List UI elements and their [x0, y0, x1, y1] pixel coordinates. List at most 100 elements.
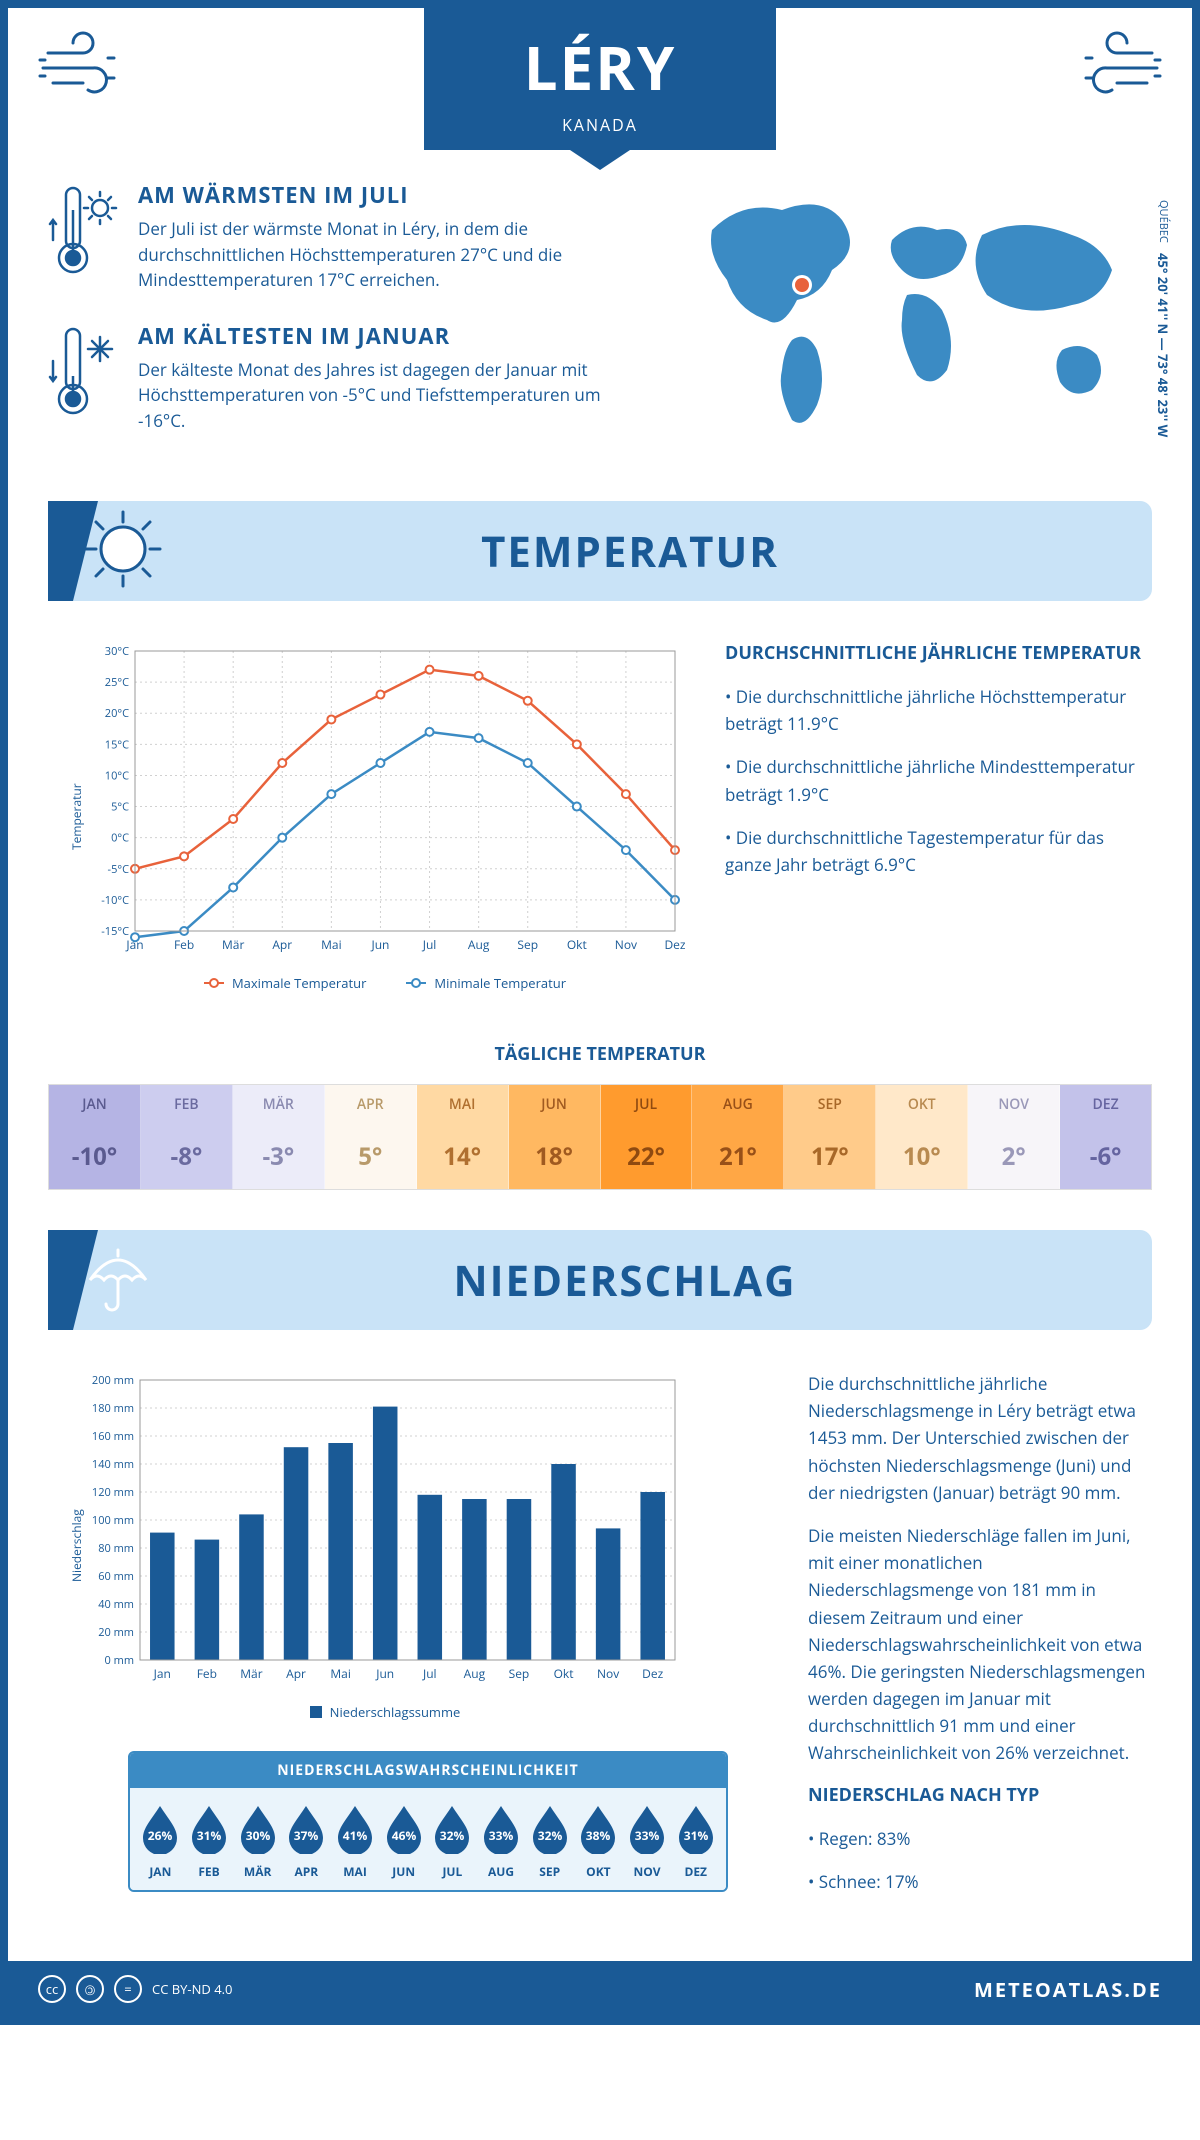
intro-section: AM WÄRMSTEN IM JULI Der Juli ist der wär…: [8, 150, 1192, 481]
precipitation-chart-row: Niederschlag 0 mm20 mm40 mm60 mm80 mm100…: [8, 1360, 1192, 1931]
svg-text:Mai: Mai: [321, 936, 342, 953]
svg-text:Sep: Sep: [509, 1665, 530, 1682]
svg-text:Aug: Aug: [468, 936, 490, 953]
svg-text:Apr: Apr: [286, 1665, 306, 1682]
temperature-summary: DURCHSCHNITTLICHE JÄHRLICHE TEMPERATUR •…: [725, 641, 1152, 992]
daily-temp-title: TÄGLICHE TEMPERATUR: [8, 1042, 1192, 1066]
svg-text:Nov: Nov: [597, 1665, 619, 1682]
license: cc 🄯 = CC BY-ND 4.0: [38, 1975, 232, 2003]
footer: cc 🄯 = CC BY-ND 4.0 METEOATLAS.DE: [8, 1961, 1192, 2017]
svg-text:32%: 32%: [537, 1827, 562, 1844]
svg-text:31%: 31%: [197, 1827, 222, 1844]
svg-text:Jun: Jun: [375, 1665, 394, 1682]
city-name: LÉRY: [524, 26, 677, 108]
probability-drop: 38% OKT: [574, 1802, 623, 1880]
svg-text:Jan: Jan: [153, 1665, 171, 1682]
svg-text:10°C: 10°C: [105, 768, 129, 783]
header: LÉRY KANADA: [8, 8, 1192, 150]
daily-temp-cell: DEZ-6°: [1060, 1085, 1151, 1189]
svg-text:31%: 31%: [683, 1827, 708, 1844]
probability-drop: 31% DEZ: [671, 1802, 720, 1880]
svg-text:41%: 41%: [343, 1827, 368, 1844]
svg-text:Jul: Jul: [422, 936, 437, 953]
warmest-title: AM WÄRMSTEN IM JULI: [138, 180, 642, 210]
svg-text:40 mm: 40 mm: [98, 1597, 134, 1612]
svg-text:160 mm: 160 mm: [92, 1429, 134, 1444]
svg-text:37%: 37%: [294, 1827, 319, 1844]
svg-text:Mai: Mai: [330, 1665, 351, 1682]
svg-text:Dez: Dez: [664, 936, 685, 953]
svg-text:30%: 30%: [245, 1827, 270, 1844]
probability-drop: 30% MÄR: [233, 1802, 282, 1880]
thermometer-hot-icon: [48, 180, 118, 293]
nd-icon: =: [114, 1975, 142, 2003]
svg-text:33%: 33%: [489, 1827, 514, 1844]
svg-text:Feb: Feb: [174, 936, 194, 953]
svg-text:Dez: Dez: [642, 1665, 663, 1682]
cc-icon: cc: [38, 1975, 66, 2003]
temperature-title: TEMPERATUR: [168, 523, 1152, 580]
probability-drop: 37% APR: [282, 1802, 331, 1880]
temperature-chart-row: Temperatur -15°C-10°C-5°C0°C5°C10°C15°C2…: [8, 631, 1192, 1012]
svg-text:Okt: Okt: [567, 936, 587, 953]
precipitation-banner: NIEDERSCHLAG: [48, 1230, 1152, 1330]
daily-temperature-table: JAN-10° FEB-8° MÄR-3° APR5° MAI14° JUN18…: [48, 1084, 1152, 1190]
svg-text:5°C: 5°C: [111, 800, 129, 815]
svg-text:140 mm: 140 mm: [92, 1457, 134, 1472]
wind-icon-left: [38, 28, 138, 113]
svg-text:-5°C: -5°C: [108, 862, 130, 877]
probability-drop: 32% JUL: [428, 1802, 477, 1880]
temperature-banner: TEMPERATUR: [48, 501, 1152, 601]
brand: METEOATLAS.DE: [974, 1976, 1162, 2003]
by-icon: 🄯: [76, 1975, 104, 2003]
svg-text:-15°C: -15°C: [101, 924, 129, 939]
infographic-frame: LÉRY KANADA AM WÄRMSTEN IM JULI: [0, 0, 1200, 2025]
svg-text:120 mm: 120 mm: [92, 1485, 134, 1500]
svg-text:0 mm: 0 mm: [104, 1653, 134, 1668]
svg-text:38%: 38%: [586, 1827, 611, 1844]
probability-drop: 41% MAI: [331, 1802, 380, 1880]
wind-icon-right: [1062, 28, 1162, 113]
daily-temp-cell: SEP17°: [784, 1085, 876, 1189]
probability-drop: 33% NOV: [623, 1802, 672, 1880]
temperature-line-chart: -15°C-10°C-5°C0°C5°C10°C15°C20°C25°C30°C…: [85, 641, 685, 961]
precipitation-summary: Die durchschnittliche jährliche Niedersc…: [808, 1370, 1152, 1911]
world-map: QUÉBEC 45° 20' 41'' N — 73° 48' 23'' W: [672, 180, 1152, 461]
probability-drop: 46% JUN: [379, 1802, 428, 1880]
svg-text:Apr: Apr: [272, 936, 292, 953]
probability-drop: 26% JAN: [136, 1802, 185, 1880]
daily-temp-cell: JAN-10°: [49, 1085, 141, 1189]
svg-text:46%: 46%: [391, 1827, 416, 1844]
warmest-fact: AM WÄRMSTEN IM JULI Der Juli ist der wär…: [48, 180, 642, 293]
probability-title: NIEDERSCHLAGSWAHRSCHEINLICHKEIT: [130, 1753, 726, 1788]
probability-drop: 31% FEB: [185, 1802, 234, 1880]
svg-text:100 mm: 100 mm: [92, 1513, 134, 1528]
warmest-text: Der Juli ist der wärmste Monat in Léry, …: [138, 216, 642, 293]
svg-text:20°C: 20°C: [105, 706, 129, 721]
temp-ylabel: Temperatur: [68, 641, 85, 992]
svg-text:Sep: Sep: [517, 936, 538, 953]
svg-text:80 mm: 80 mm: [98, 1541, 134, 1556]
daily-temp-cell: OKT10°: [876, 1085, 968, 1189]
thermometer-cold-icon: [48, 321, 118, 434]
svg-text:Mär: Mär: [222, 936, 244, 953]
daily-temp-cell: JUL22°: [601, 1085, 693, 1189]
svg-text:32%: 32%: [440, 1827, 465, 1844]
country-name: KANADA: [524, 114, 677, 136]
svg-text:Jul: Jul: [422, 1665, 437, 1682]
svg-text:30°C: 30°C: [105, 644, 129, 659]
probability-drop: 32% SEP: [525, 1802, 574, 1880]
svg-text:Okt: Okt: [554, 1665, 574, 1682]
svg-text:60 mm: 60 mm: [98, 1569, 134, 1584]
daily-temp-cell: MÄR-3°: [233, 1085, 325, 1189]
svg-text:Aug: Aug: [464, 1665, 486, 1682]
svg-text:25°C: 25°C: [105, 675, 129, 690]
coldest-fact: AM KÄLTESTEN IM JANUAR Der kälteste Mona…: [48, 321, 642, 434]
coldest-title: AM KÄLTESTEN IM JANUAR: [138, 321, 642, 351]
svg-text:Jun: Jun: [370, 936, 389, 953]
svg-text:Mär: Mär: [240, 1665, 262, 1682]
title-banner: LÉRY KANADA: [424, 8, 777, 150]
coordinates: QUÉBEC 45° 20' 41'' N — 73° 48' 23'' W: [1154, 200, 1172, 437]
svg-text:20 mm: 20 mm: [98, 1625, 134, 1640]
daily-temp-cell: AUG21°: [692, 1085, 784, 1189]
